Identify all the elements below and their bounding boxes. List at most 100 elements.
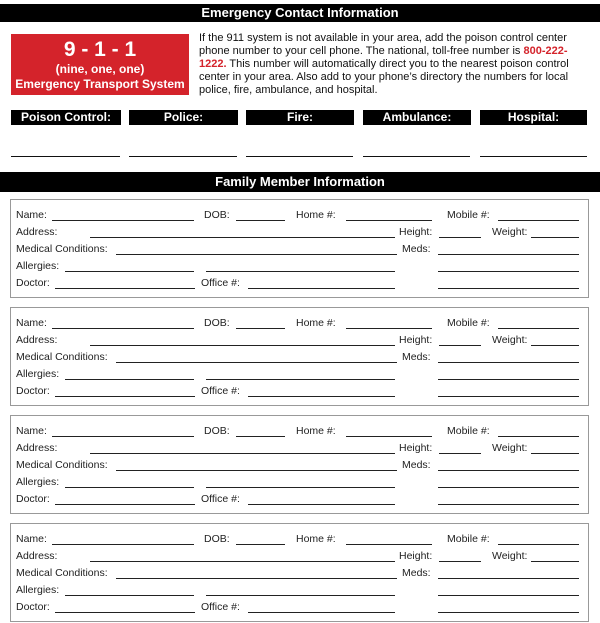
mobile-phone-field[interactable]	[498, 328, 579, 329]
meds-field[interactable]	[438, 578, 579, 579]
mobile-phone-field[interactable]	[498, 436, 579, 437]
office-label: Office #:	[201, 493, 240, 505]
home-phone-field[interactable]	[346, 436, 432, 437]
doctor-field[interactable]	[55, 504, 195, 505]
address-field[interactable]	[90, 345, 395, 346]
name-field[interactable]	[52, 544, 194, 545]
height-label: Height:	[399, 334, 433, 346]
medical-label: Medical Conditions:	[16, 567, 108, 579]
weight-label: Weight:	[492, 442, 528, 454]
meds-field[interactable]	[438, 362, 579, 363]
allergies-extra-field[interactable]	[206, 595, 395, 596]
medical-conditions-field[interactable]	[116, 254, 397, 255]
name-label: Name:	[16, 209, 47, 221]
ambulance-field[interactable]	[363, 156, 470, 157]
height-field[interactable]	[439, 453, 481, 454]
height-field[interactable]	[439, 561, 481, 562]
office-label: Office #:	[201, 385, 240, 397]
meds-label: Meds:	[402, 567, 431, 579]
dob-field[interactable]	[236, 436, 285, 437]
meds-extra-1-field[interactable]	[438, 379, 579, 380]
home-phone-field[interactable]	[346, 544, 432, 545]
medical-label: Medical Conditions:	[16, 459, 108, 471]
dob-label: DOB:	[204, 533, 230, 545]
meds-extra-1-field[interactable]	[438, 487, 579, 488]
intro-text-end: This number will automatically direct yo…	[199, 58, 569, 96]
name-label: Name:	[16, 425, 47, 437]
address-label: Address:	[16, 334, 58, 346]
height-label: Height:	[399, 550, 433, 562]
meds-extra-1-field[interactable]	[438, 271, 579, 272]
office-phone-field[interactable]	[248, 288, 395, 289]
meds-field[interactable]	[438, 254, 579, 255]
address-field[interactable]	[90, 453, 395, 454]
family-member-card: Name: DOB: Home #: Mobile #: Address: Height:…	[10, 307, 589, 406]
address-field[interactable]	[90, 237, 395, 238]
meds-extra-1-field[interactable]	[438, 595, 579, 596]
name-field[interactable]	[52, 220, 194, 221]
address-label: Address:	[16, 550, 58, 562]
allergies-field[interactable]	[65, 271, 194, 272]
home-label: Home #:	[296, 533, 336, 545]
dob-field[interactable]	[236, 544, 285, 545]
allergies-field[interactable]	[65, 595, 194, 596]
home-phone-field[interactable]	[346, 220, 432, 221]
police-field[interactable]	[129, 156, 237, 157]
doctor-field[interactable]	[55, 612, 195, 613]
contact-label-fire: Fire:	[246, 110, 354, 125]
medical-label: Medical Conditions:	[16, 351, 108, 363]
doctor-label: Doctor:	[16, 277, 50, 289]
weight-field[interactable]	[531, 237, 579, 238]
meds-extra-2-field[interactable]	[438, 396, 579, 397]
allergies-field[interactable]	[65, 379, 194, 380]
medical-conditions-field[interactable]	[116, 470, 397, 471]
office-label: Office #:	[201, 277, 240, 289]
fire-field[interactable]	[246, 156, 353, 157]
dob-field[interactable]	[236, 220, 285, 221]
allergies-extra-field[interactable]	[206, 271, 395, 272]
family-member-card: Name: DOB: Home #: Mobile #: Address: Height:…	[10, 523, 589, 622]
allergies-label: Allergies:	[16, 476, 60, 488]
dob-field[interactable]	[236, 328, 285, 329]
address-field[interactable]	[90, 561, 395, 562]
emergency-contact-header: Emergency Contact Information	[0, 4, 600, 22]
weight-field[interactable]	[531, 561, 579, 562]
meds-extra-2-field[interactable]	[438, 612, 579, 613]
meds-extra-2-field[interactable]	[438, 504, 579, 505]
mobile-phone-field[interactable]	[498, 220, 579, 221]
contact-label-ambulance: Ambulance:	[363, 110, 471, 125]
office-phone-field[interactable]	[248, 612, 395, 613]
allergies-label: Allergies:	[16, 584, 60, 596]
meds-field[interactable]	[438, 470, 579, 471]
mobile-label: Mobile #:	[447, 533, 490, 545]
allergies-extra-field[interactable]	[206, 379, 395, 380]
weight-field[interactable]	[531, 345, 579, 346]
name-field[interactable]	[52, 328, 194, 329]
weight-label: Weight:	[492, 226, 528, 238]
mobile-phone-field[interactable]	[498, 544, 579, 545]
weight-field[interactable]	[531, 453, 579, 454]
meds-extra-2-field[interactable]	[438, 288, 579, 289]
medical-conditions-field[interactable]	[116, 362, 397, 363]
meds-label: Meds:	[402, 351, 431, 363]
medical-conditions-field[interactable]	[116, 578, 397, 579]
allergies-label: Allergies:	[16, 368, 60, 380]
allergies-field[interactable]	[65, 487, 194, 488]
office-phone-field[interactable]	[248, 396, 395, 397]
allergies-extra-field[interactable]	[206, 487, 395, 488]
home-phone-field[interactable]	[346, 328, 432, 329]
poison-control-field[interactable]	[11, 156, 120, 157]
height-label: Height:	[399, 226, 433, 238]
hospital-field[interactable]	[480, 156, 587, 157]
doctor-label: Doctor:	[16, 385, 50, 397]
dob-label: DOB:	[204, 317, 230, 329]
doctor-field[interactable]	[55, 288, 195, 289]
home-label: Home #:	[296, 425, 336, 437]
height-field[interactable]	[439, 345, 481, 346]
poison-control-phone: 800-222-1222.	[199, 45, 568, 70]
office-phone-field[interactable]	[248, 504, 395, 505]
doctor-field[interactable]	[55, 396, 195, 397]
height-field[interactable]	[439, 237, 481, 238]
name-field[interactable]	[52, 436, 194, 437]
emergency-number: 9 - 1 - 1	[63, 38, 137, 61]
